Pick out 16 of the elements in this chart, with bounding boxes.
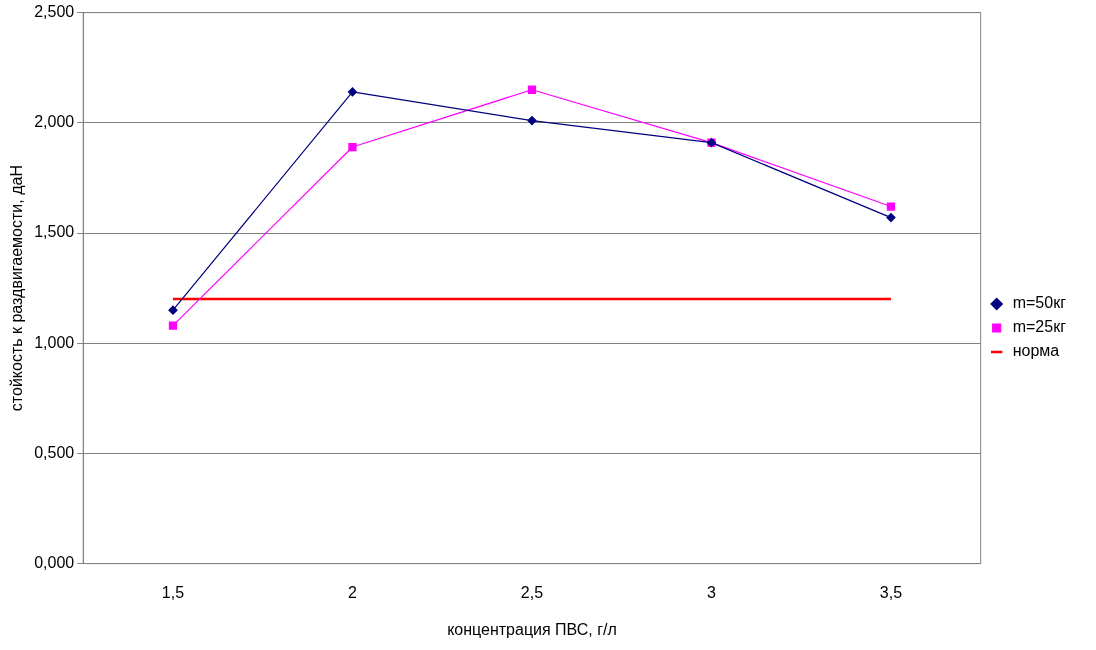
x-tick-label: 2,5 xyxy=(520,583,544,601)
x-axis-title: концентрация ПВС, г/л xyxy=(447,620,617,638)
x-tick-label: 3 xyxy=(707,583,717,601)
y-tick-label: 2,500 xyxy=(34,3,75,21)
y-tick-label: 1,500 xyxy=(34,223,75,241)
legend-label: норма xyxy=(1012,342,1060,360)
y-axis-title: стойкость к раздвигаемости, даН xyxy=(8,165,26,412)
x-tick-label: 1,5 xyxy=(161,583,185,601)
legend-label: m=50кг xyxy=(1012,294,1067,312)
x-tick-label: 3,5 xyxy=(879,583,903,601)
legend-label: m=25кг xyxy=(1012,318,1067,336)
y-tick-label: 1,000 xyxy=(34,333,75,351)
y-tick-label: 0,000 xyxy=(34,554,75,572)
y-tick-label: 0,500 xyxy=(34,443,75,461)
x-tick-label: 2 xyxy=(348,583,358,601)
y-tick-label: 2,000 xyxy=(34,113,75,131)
